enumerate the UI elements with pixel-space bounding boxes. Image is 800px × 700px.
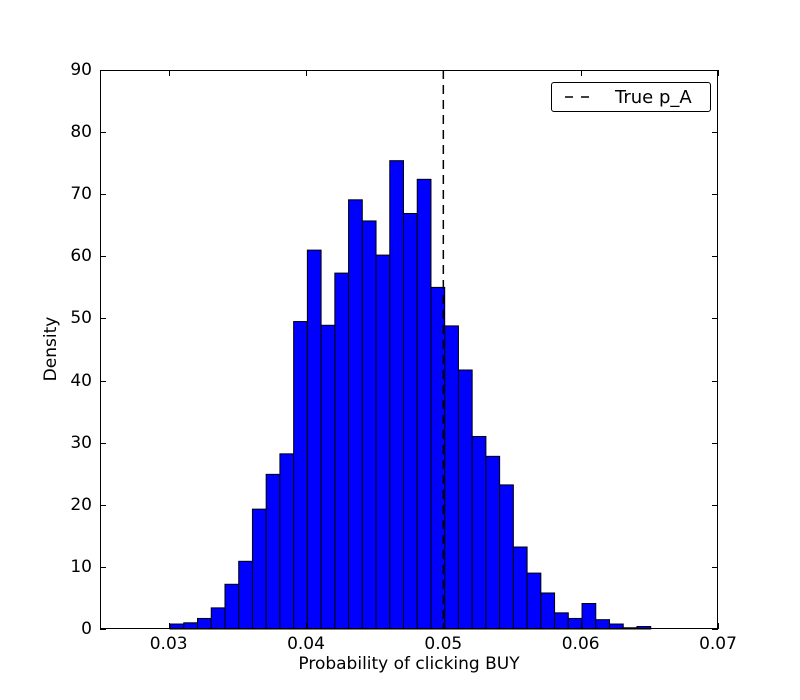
legend-dashed-line-sample [565,96,589,98]
histogram-bar [375,254,391,630]
histogram-bar [197,617,212,630]
y-tick-label: 90 [70,60,92,80]
histogram-bar [389,160,404,630]
histogram-bar [595,619,611,630]
histogram-bar [540,592,556,630]
histogram-bar [444,325,459,630]
x-tick-label: 0.04 [287,634,325,654]
y-tick-label: 80 [70,122,92,143]
histogram-bar [210,607,226,630]
histogram-bar [334,272,350,630]
axes-frame [100,70,718,629]
histogram-bar [430,286,446,630]
legend: True p_A [551,82,711,112]
histogram-bar [348,199,363,630]
histogram-bar [526,572,542,630]
histogram-bar [512,546,528,630]
x-tick-label: 0.03 [149,634,188,654]
histogram-bar [238,560,253,630]
y-tick-label: 70 [70,184,92,205]
legend-label: True p_A [615,86,692,108]
x-axis-label: Probability of clicking BUY [298,654,520,674]
y-tick-label: 0 [81,619,92,639]
histogram-bar [403,212,418,630]
y-tick-label: 30 [70,432,92,453]
histogram-bar [499,484,514,630]
y-tick-label: 40 [70,370,92,391]
histogram-bar [306,249,322,630]
histogram-bar [251,508,267,630]
y-tick-label: 20 [70,494,92,515]
y-tick-label: 60 [70,246,92,267]
x-tick-label: 0.07 [699,634,737,654]
histogram-bar [361,220,377,630]
histogram-bar [293,321,308,630]
x-tick-label: 0.06 [561,634,600,654]
histogram-bar [485,455,501,630]
y-tick-label: 10 [70,556,92,577]
histogram-bar [471,435,487,630]
histogram-bar [279,453,295,630]
histogram-bar [567,617,583,630]
histogram-bar [265,473,281,630]
histogram-bar [457,369,473,630]
histogram-bar [416,178,432,630]
y-tick-label: 50 [70,308,92,329]
histogram-bar [581,603,597,630]
histogram-bar [224,583,240,630]
histogram-bar [554,612,569,630]
x-tick-label: 0.05 [424,634,463,654]
histogram-bar [320,324,336,630]
